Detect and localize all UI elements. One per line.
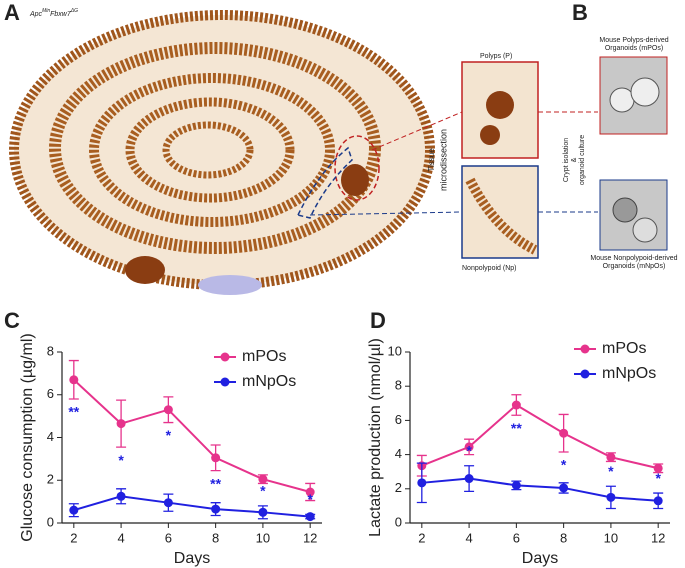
series-line bbox=[73, 495, 311, 518]
caption: Mouse Nonpolypoid-derived bbox=[590, 255, 677, 262]
significance: * bbox=[118, 452, 124, 468]
point bbox=[258, 474, 268, 484]
x-tick-label: 6 bbox=[513, 530, 520, 545]
point bbox=[258, 507, 268, 517]
caption: Mouse Polyps-derived bbox=[599, 37, 668, 44]
inset-label: Polyps (P) bbox=[480, 53, 512, 60]
point bbox=[464, 474, 474, 484]
y-tick-label: 8 bbox=[395, 378, 402, 393]
y-tick-label: 0 bbox=[395, 514, 402, 529]
significance: * bbox=[655, 470, 661, 486]
x-tick-label: 4 bbox=[465, 530, 472, 545]
point bbox=[116, 419, 126, 429]
point bbox=[305, 512, 315, 522]
x-tick-label: 8 bbox=[560, 530, 567, 545]
point bbox=[464, 442, 474, 452]
legend-label: mPOs bbox=[602, 340, 646, 357]
x-axis-label: Days bbox=[522, 550, 558, 567]
x-tick-label: 12 bbox=[303, 530, 317, 545]
point bbox=[211, 504, 221, 514]
y-axis-label: Glucose consumption (µg/ml) bbox=[19, 333, 36, 541]
y-tick-label: 8 bbox=[47, 343, 54, 358]
significance: ** bbox=[511, 420, 522, 436]
step-label: microdissection bbox=[438, 129, 448, 191]
point bbox=[653, 496, 663, 506]
legend-marker bbox=[580, 369, 590, 379]
panel-label: D bbox=[370, 308, 386, 333]
series-line bbox=[421, 403, 659, 470]
panel-label: A bbox=[4, 0, 20, 25]
point bbox=[211, 453, 221, 463]
point bbox=[511, 400, 521, 410]
x-tick-label: 4 bbox=[117, 530, 124, 545]
point bbox=[511, 480, 521, 490]
legend-marker bbox=[580, 344, 590, 354]
y-tick-label: 4 bbox=[395, 446, 402, 461]
significance: * bbox=[608, 463, 614, 479]
point bbox=[606, 452, 616, 462]
y-tick-label: 0 bbox=[47, 514, 54, 529]
swiss-roll-tissue bbox=[9, 10, 435, 295]
x-tick-label: 2 bbox=[70, 530, 77, 545]
y-tick-label: 4 bbox=[47, 429, 54, 444]
x-tick-label: 12 bbox=[651, 530, 665, 545]
significance: * bbox=[561, 457, 567, 473]
x-axis-label: Days bbox=[174, 550, 210, 567]
legend-marker bbox=[220, 352, 230, 362]
y-tick-label: 6 bbox=[47, 386, 54, 401]
significance: ** bbox=[68, 404, 79, 420]
point bbox=[163, 405, 173, 415]
caption: Organoids (mPOs) bbox=[605, 45, 663, 52]
significance: * bbox=[166, 427, 172, 443]
step-label: Tissue bbox=[427, 148, 436, 172]
y-tick-label: 2 bbox=[47, 472, 54, 487]
x-tick-label: 2 bbox=[418, 530, 425, 545]
point bbox=[417, 478, 427, 488]
polyp-inset bbox=[461, 61, 539, 159]
series-line bbox=[421, 477, 659, 502]
caption: Organoids (mNpOs) bbox=[603, 263, 666, 270]
x-tick-label: 10 bbox=[256, 530, 270, 545]
significance: ** bbox=[210, 475, 221, 491]
legend-label: mNpOs bbox=[242, 373, 296, 390]
x-tick-label: 6 bbox=[165, 530, 172, 545]
inset-label: Nonpolypoid (Np) bbox=[462, 265, 516, 272]
point bbox=[305, 487, 315, 497]
x-tick-label: 8 bbox=[212, 530, 219, 545]
x-tick-label: 10 bbox=[604, 530, 618, 545]
y-tick-label: 10 bbox=[388, 343, 402, 358]
legend-label: mNpOs bbox=[602, 365, 656, 382]
legend-marker bbox=[220, 377, 230, 387]
significance: * bbox=[307, 491, 313, 507]
step-label: & bbox=[571, 157, 578, 162]
y-tick-label: 6 bbox=[395, 412, 402, 427]
series-line bbox=[73, 379, 311, 493]
significance: * bbox=[260, 483, 266, 499]
y-tick-label: 2 bbox=[395, 480, 402, 495]
point bbox=[559, 483, 569, 493]
point bbox=[559, 428, 569, 438]
point bbox=[69, 505, 79, 515]
point bbox=[606, 492, 616, 502]
point bbox=[69, 375, 79, 385]
panel-label: B bbox=[572, 0, 588, 25]
panel-label: C bbox=[4, 308, 20, 333]
connector bbox=[371, 111, 463, 151]
genotype: ApcMinFbxw7ΔG bbox=[29, 8, 78, 18]
connector bbox=[309, 211, 463, 216]
y-axis-label: Lactate production (nmol/µl) bbox=[367, 338, 384, 537]
significance: * bbox=[466, 442, 472, 458]
point bbox=[116, 491, 126, 501]
step-label: Crypt isolation bbox=[563, 138, 570, 182]
step-label: organoid culture bbox=[579, 135, 586, 185]
point bbox=[653, 463, 663, 473]
legend-label: mPOs bbox=[242, 348, 286, 365]
point bbox=[163, 498, 173, 508]
